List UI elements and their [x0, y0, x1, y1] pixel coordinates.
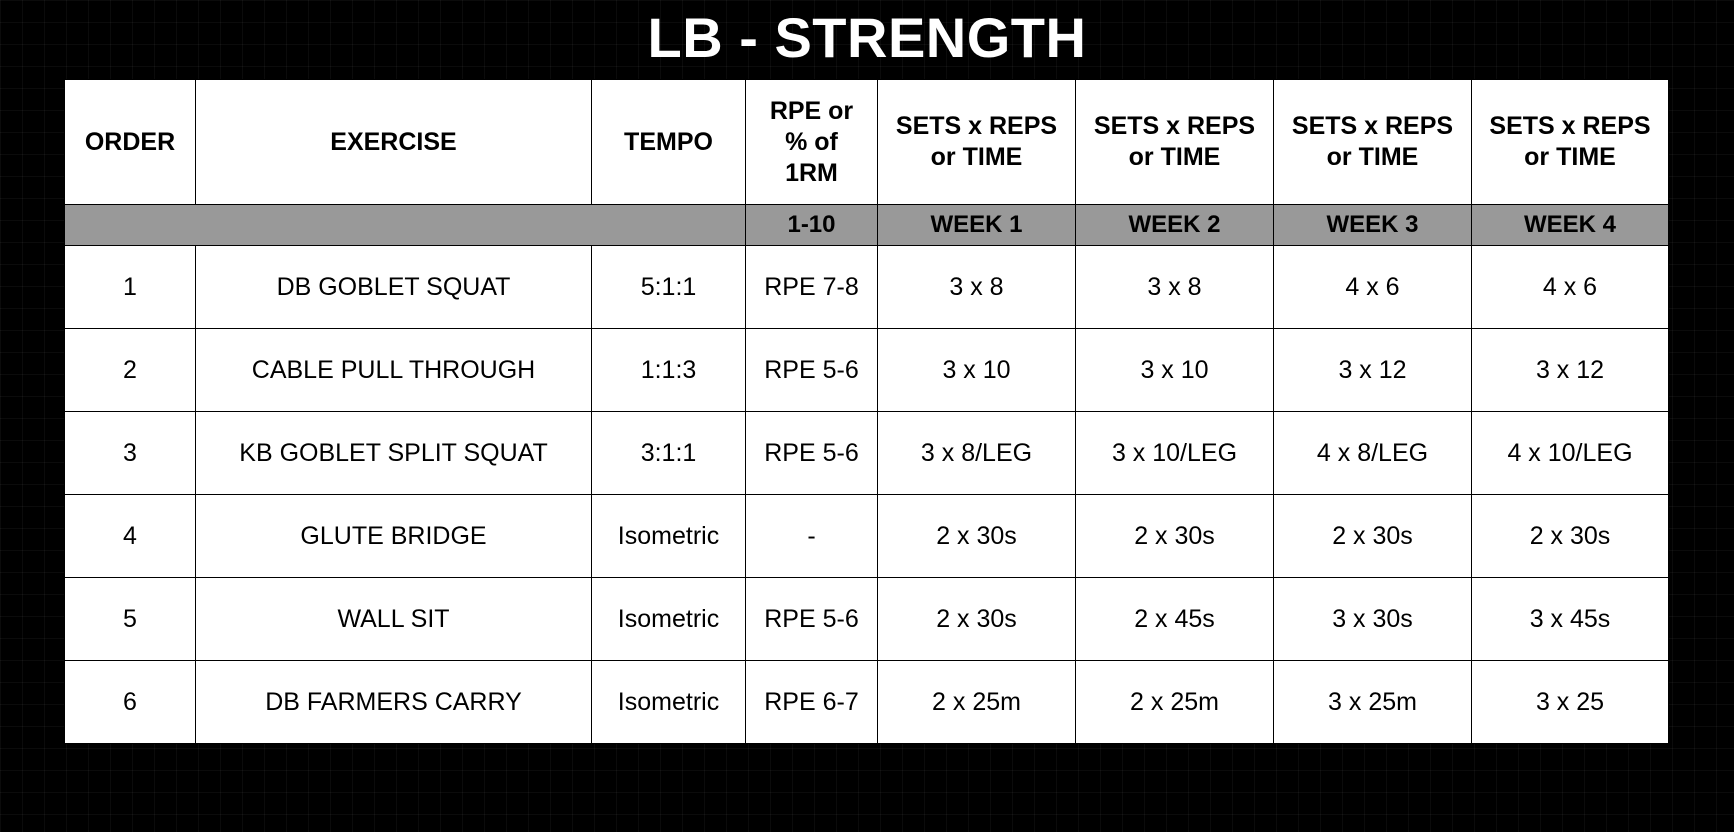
table-row: 2 CABLE PULL THROUGH 1:1:3 RPE 5-6 3 x 10 3 x…: [64, 328, 1669, 412]
cell-week3: 4 x 6: [1273, 245, 1472, 329]
cell-exercise: GLUTE BRIDGE: [195, 494, 592, 578]
cell-tempo: Isometric: [591, 577, 746, 661]
cell-week2: 2 x 45s: [1075, 577, 1274, 661]
header-week2: SETS x REPS or TIME: [1075, 79, 1274, 205]
cell-week1: 3 x 8: [877, 245, 1076, 329]
cell-tempo: Isometric: [591, 660, 746, 744]
subheader-week2: WEEK 2: [1075, 204, 1274, 246]
cell-week4: 4 x 6: [1471, 245, 1669, 329]
cell-week1: 2 x 30s: [877, 494, 1076, 578]
cell-rpe: RPE 6-7: [745, 660, 878, 744]
cell-rpe: RPE 7-8: [745, 245, 878, 329]
table-row: 6 DB FARMERS CARRY Isometric RPE 6-7 2 x 25m…: [64, 660, 1669, 744]
cell-week3: 3 x 12: [1273, 328, 1472, 412]
cell-exercise: KB GOBLET SPLIT SQUAT: [195, 411, 592, 495]
cell-order: 4: [64, 494, 196, 578]
cell-week1: 2 x 30s: [877, 577, 1076, 661]
workout-table: ORDER EXERCISE TEMPO RPE or % of 1RM SET…: [64, 79, 1669, 744]
page-title: LB - STRENGTH: [647, 6, 1087, 69]
table-row: 4 GLUTE BRIDGE Isometric -2 x 30s 2 x 30s 2 x…: [64, 494, 1669, 578]
cell-exercise: DB GOBLET SQUAT: [195, 245, 592, 329]
cell-order: 1: [64, 245, 196, 329]
cell-tempo: 3:1:1: [591, 411, 746, 495]
cell-order: 6: [64, 660, 196, 744]
cell-exercise: CABLE PULL THROUGH: [195, 328, 592, 412]
table-row: 3 KB GOBLET SPLIT SQUAT 3:1:1 RPE 5-6 3 x 8/…: [64, 411, 1669, 495]
cell-week3: 3 x 25m: [1273, 660, 1472, 744]
cell-rpe: RPE 5-6: [745, 577, 878, 661]
cell-week2: 2 x 25m: [1075, 660, 1274, 744]
cell-exercise: DB FARMERS CARRY: [195, 660, 592, 744]
cell-tempo: 5:1:1: [591, 245, 746, 329]
cell-week2: 3 x 10: [1075, 328, 1274, 412]
cell-week4: 3 x 45s: [1471, 577, 1669, 661]
cell-week3: 2 x 30s: [1273, 494, 1472, 578]
cell-week3: 4 x 8/LEG: [1273, 411, 1472, 495]
header-order: ORDER: [64, 79, 196, 205]
cell-week3: 3 x 30s: [1273, 577, 1472, 661]
cell-week4: 3 x 12: [1471, 328, 1669, 412]
cell-week2: 2 x 30s: [1075, 494, 1274, 578]
header-week1: SETS x REPS or TIME: [877, 79, 1076, 205]
cell-order: 3: [64, 411, 196, 495]
cell-order: 5: [64, 577, 196, 661]
cell-week4: 2 x 30s: [1471, 494, 1669, 578]
subheader-empty: [64, 204, 746, 246]
subheader-week1: WEEK 1: [877, 204, 1076, 246]
cell-exercise: WALL SIT: [195, 577, 592, 661]
cell-tempo: Isometric: [591, 494, 746, 578]
subheader-rpe-scale: 1-10: [745, 204, 878, 246]
header-week3: SETS x REPS or TIME: [1273, 79, 1472, 205]
cell-week1: 3 x 8/LEG: [877, 411, 1076, 495]
cell-week1: 2 x 25m: [877, 660, 1076, 744]
table-subheader-row: 1-10 WEEK 1 WEEK 2 WEEK 3 WEEK 4: [64, 204, 1669, 246]
cell-order: 2: [64, 328, 196, 412]
cell-week2: 3 x 8: [1075, 245, 1274, 329]
header-week4: SETS x REPS or TIME: [1471, 79, 1669, 205]
cell-week2: 3 x 10/LEG: [1075, 411, 1274, 495]
header-tempo: TEMPO: [591, 79, 746, 205]
subheader-week4: WEEK 4: [1471, 204, 1669, 246]
cell-tempo: 1:1:3: [591, 328, 746, 412]
cell-rpe: -: [745, 494, 878, 578]
header-exercise: EXERCISE: [195, 79, 592, 205]
table-row: 5 WALL SIT Isometric RPE 5-6 2 x 30s 2 x 45s 3…: [64, 577, 1669, 661]
header-rpe: RPE or % of 1RM: [745, 79, 878, 205]
cell-week4: 4 x 10/LEG: [1471, 411, 1669, 495]
cell-rpe: RPE 5-6: [745, 328, 878, 412]
cell-rpe: RPE 5-6: [745, 411, 878, 495]
subheader-week3: WEEK 3: [1273, 204, 1472, 246]
cell-week4: 3 x 25: [1471, 660, 1669, 744]
table-header-row: ORDER EXERCISE TEMPO RPE or % of 1RM SET…: [64, 79, 1669, 205]
cell-week1: 3 x 10: [877, 328, 1076, 412]
